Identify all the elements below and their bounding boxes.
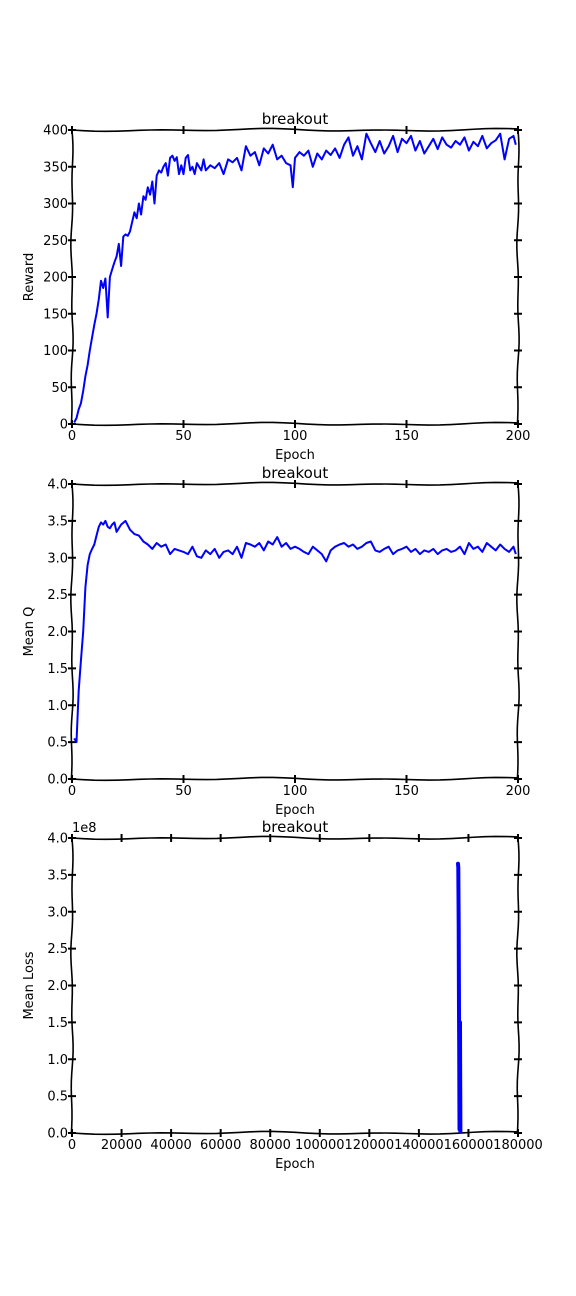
x-tick-label: 50: [175, 784, 192, 799]
x-tick-label: 80000: [250, 1138, 291, 1153]
y-tick-label: 150: [43, 307, 68, 322]
series-line: [456, 861, 463, 1134]
reward-chart: breakout Epoch Reward 0 50 100 150 200 0 50 100…: [22, 110, 530, 463]
y-tick-label: 2.5: [47, 942, 68, 957]
y-axis-label: Mean Q: [22, 607, 37, 657]
x-tick-label: 200: [506, 429, 531, 444]
x-axis-label: Epoch: [275, 1157, 315, 1172]
y-tick-label: 50: [51, 381, 68, 396]
y-tick-label: 1.0: [47, 699, 68, 714]
y-tick-label: 0.5: [47, 736, 68, 751]
mean-loss-chart: breakout Epoch Mean Loss 1e8 0 20000 40000…: [22, 818, 543, 1172]
y-tick-label: 400: [43, 124, 68, 139]
x-tick-label: 200: [506, 784, 531, 799]
y-tick-label: 1.5: [47, 662, 68, 677]
series-line: [73, 519, 517, 744]
series-line: [73, 132, 517, 423]
y-tick-label: 0.5: [47, 1090, 68, 1105]
y-tick-label: 2.5: [47, 588, 68, 603]
x-tick-label: 0: [68, 1138, 76, 1153]
x-tick-label: 0: [68, 784, 76, 799]
y-tick-label: 100: [43, 344, 68, 359]
x-tick-label: 100: [283, 784, 308, 799]
chart-title: breakout: [262, 464, 329, 482]
bottom-spine: [71, 1130, 519, 1136]
y-offset-label: 1e8: [72, 821, 97, 836]
x-tick-label: 150: [394, 429, 419, 444]
chart-title: breakout: [262, 818, 329, 836]
y-tick-label: 250: [43, 234, 68, 249]
x-tick-label: 140000: [394, 1138, 444, 1153]
x-tick-label: 180000: [493, 1138, 543, 1153]
x-tick-label: 0: [68, 429, 76, 444]
x-tick-label: 20000: [101, 1138, 142, 1153]
y-axis-label: Reward: [22, 253, 37, 301]
x-tick-label: 160000: [444, 1138, 494, 1153]
x-tick-label: 40000: [150, 1138, 191, 1153]
y-tick-label: 4.0: [47, 478, 68, 493]
top-spine: [71, 835, 519, 841]
chart-title: breakout: [262, 110, 329, 128]
x-tick-label: 120000: [345, 1138, 395, 1153]
y-tick-label: 0.0: [47, 1127, 68, 1142]
x-axis-label: Epoch: [275, 448, 315, 463]
y-tick-label: 3.0: [47, 905, 68, 920]
y-tick-label: 3.5: [47, 868, 68, 883]
x-tick-label: 150: [394, 784, 419, 799]
y-tick-label: 350: [43, 160, 68, 175]
y-tick-label: 2.0: [47, 625, 68, 640]
y-tick-label: 200: [43, 271, 68, 286]
y-tick-label: 4.0: [47, 832, 68, 847]
y-tick-label: 1.5: [47, 1016, 68, 1031]
y-tick-label: 3.5: [47, 514, 68, 529]
mean-q-chart: breakout Epoch Mean Q 0 50 100 150 200 0.0 0.5…: [22, 464, 530, 818]
x-axis-label: Epoch: [275, 803, 315, 818]
y-tick-label: 1.0: [47, 1053, 68, 1068]
y-tick-label: 0.0: [47, 773, 68, 788]
y-axis-label: Mean Loss: [22, 951, 37, 1019]
y-tick-label: 2.0: [47, 979, 68, 994]
x-tick-label: 50: [175, 429, 192, 444]
y-tick-label: 3.0: [47, 551, 68, 566]
y-tick-label: 300: [43, 197, 68, 212]
x-tick-label: 100: [283, 429, 308, 444]
y-tick-label: 0: [60, 418, 68, 433]
x-tick-label: 100000: [295, 1138, 345, 1153]
x-tick-label: 60000: [200, 1138, 241, 1153]
